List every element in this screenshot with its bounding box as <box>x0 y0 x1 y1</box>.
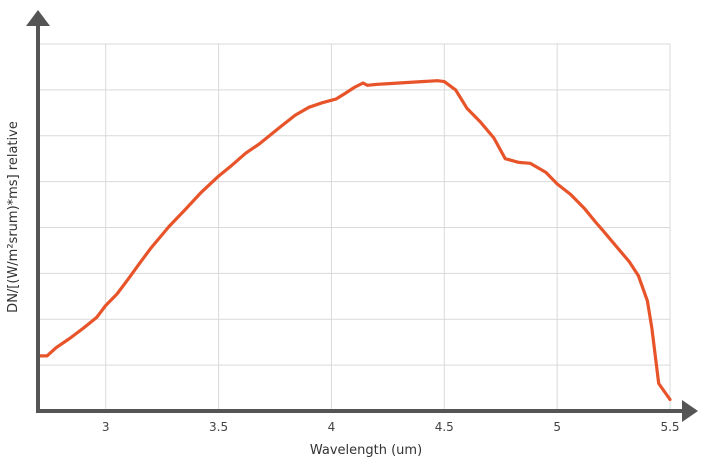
y-axis-label: DN/[(W/m²srum)*ms] relative <box>6 121 21 313</box>
horizontal-gridlines <box>38 43 670 366</box>
x-tick-label: 3 <box>102 420 110 434</box>
series-layer <box>36 79 672 402</box>
x-tick-label: 5 <box>553 420 561 434</box>
vertical-gridlines <box>105 44 671 411</box>
series-line <box>36 79 672 402</box>
x-tick-label: 4.5 <box>435 420 454 434</box>
x-axis-label: Wavelength (um) <box>310 443 422 458</box>
x-axis-arrow-icon <box>682 400 698 422</box>
x-tick-label: 3.5 <box>209 420 228 434</box>
y-axis-arrow-icon <box>26 10 50 26</box>
x-tick-labels: 3 3.5 4 4.5 5 5.5 <box>102 420 680 434</box>
x-tick-label: 4 <box>328 420 336 434</box>
x-tick-label: 5.5 <box>660 420 679 434</box>
